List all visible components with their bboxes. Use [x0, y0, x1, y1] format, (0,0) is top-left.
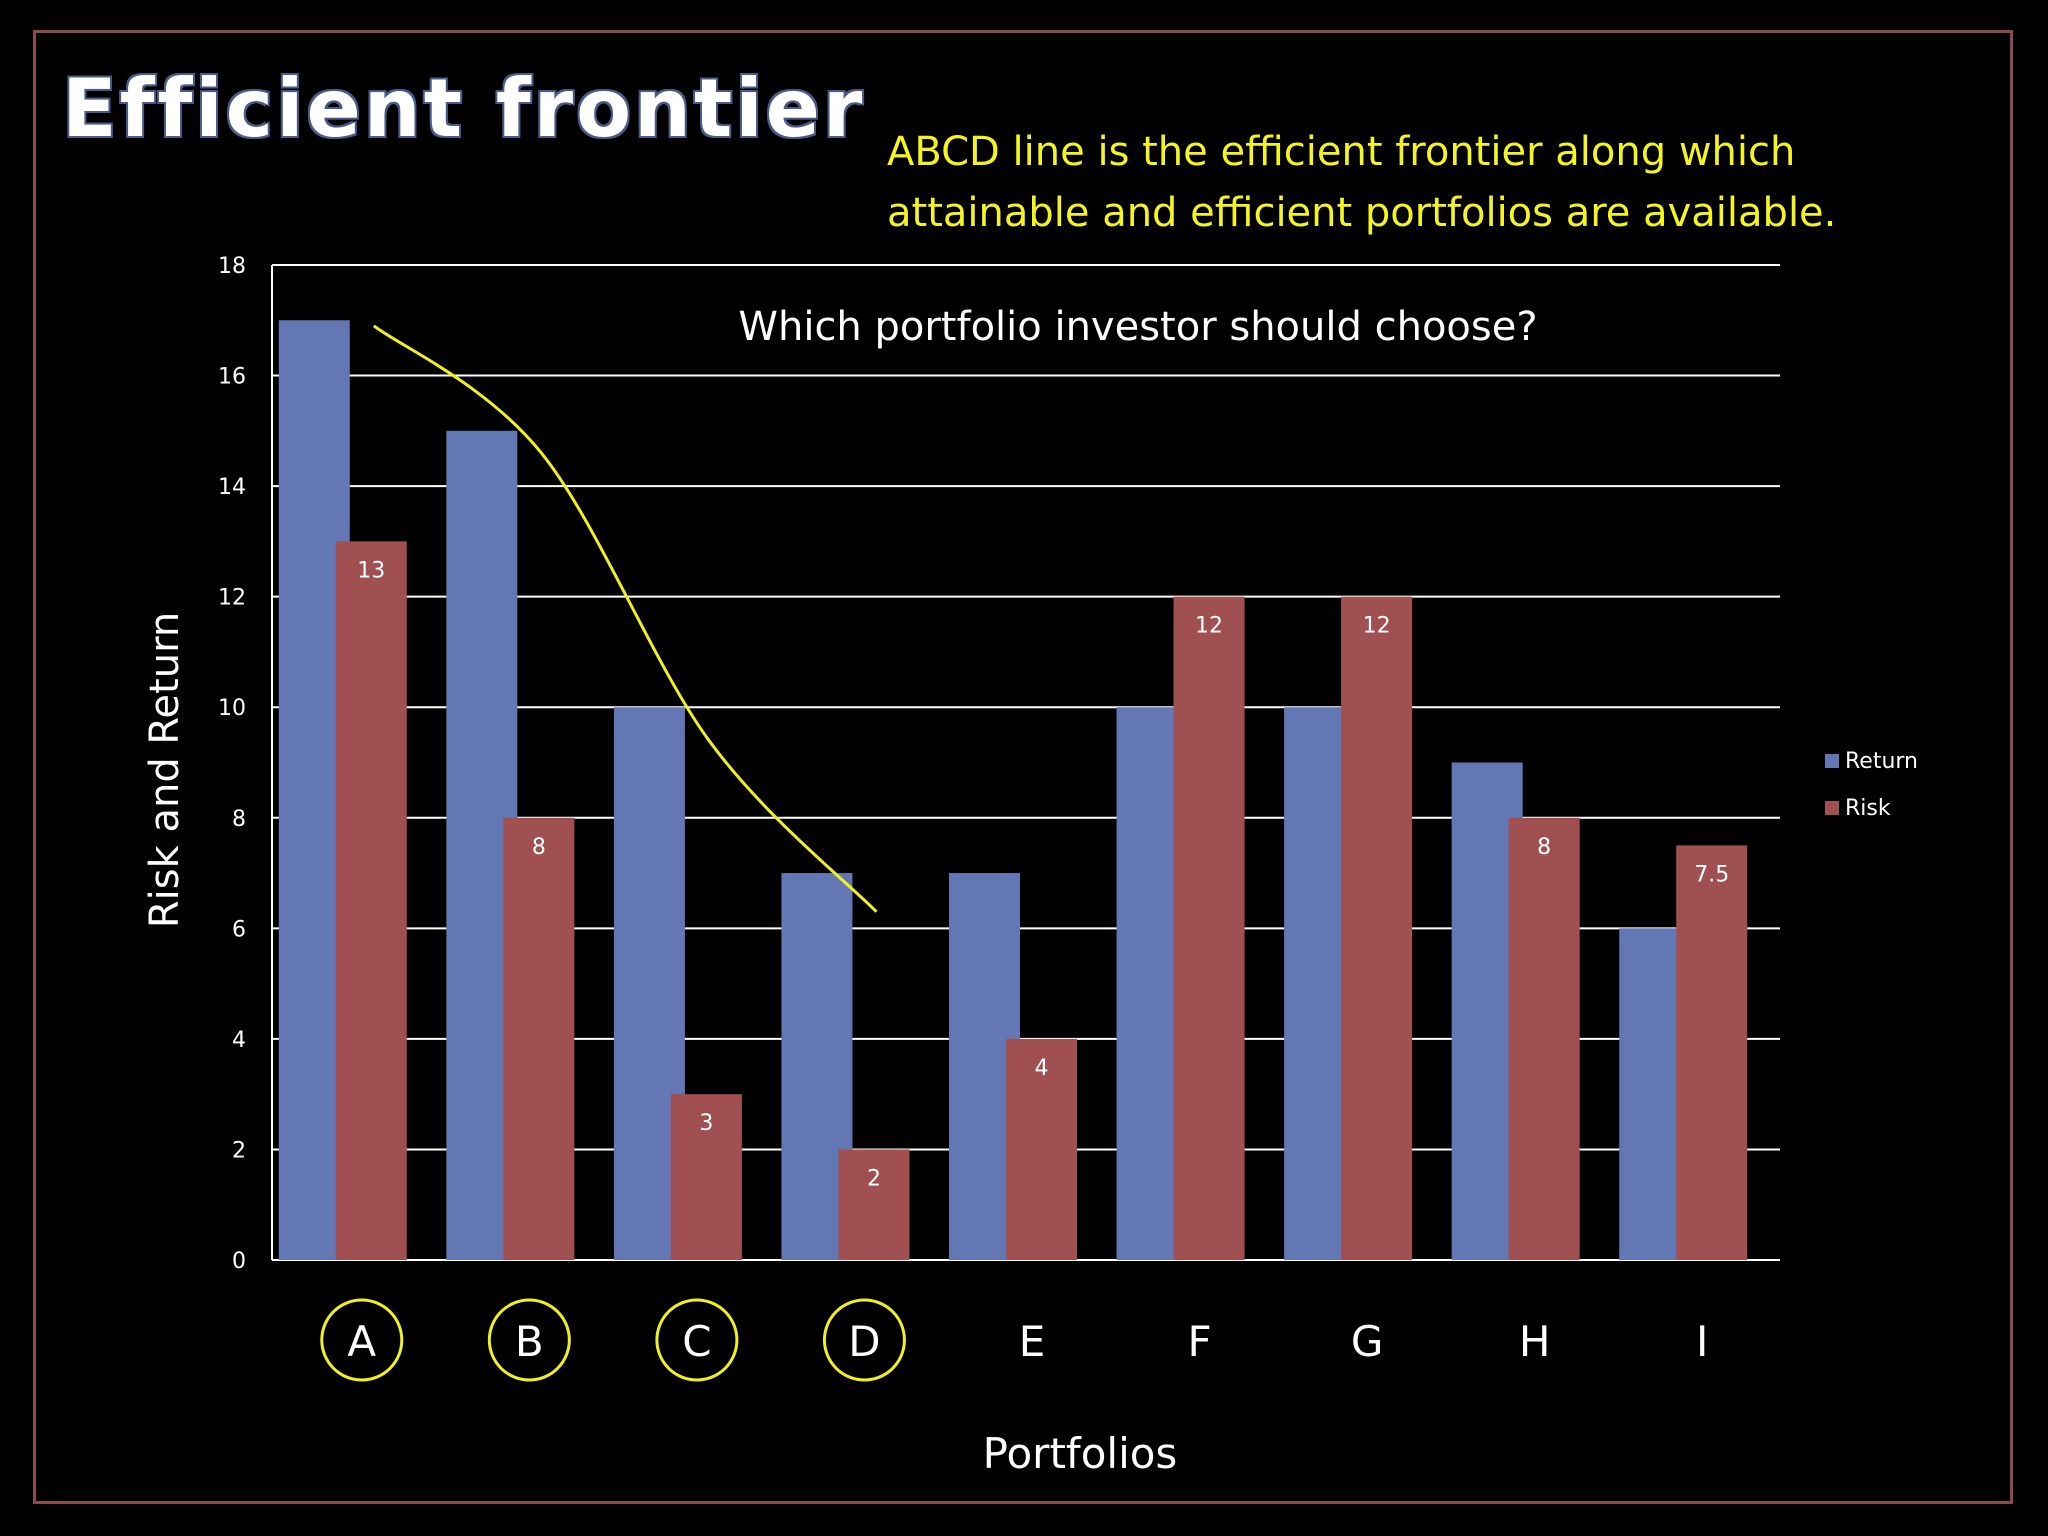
- slide-frame: [33, 30, 2013, 1504]
- x-tick-label-c: C: [682, 1317, 711, 1366]
- x-tick-label-a: A: [347, 1317, 376, 1366]
- risk-data-label: 2: [867, 1166, 881, 1191]
- x-axis-label: Portfolios: [983, 1429, 1178, 1478]
- y-tick-label: 10: [218, 696, 246, 721]
- efficient-frontier-line: [372, 324, 878, 913]
- y-tick-label: 4: [232, 1028, 246, 1053]
- x-tick-label-h: H: [1519, 1317, 1551, 1366]
- category-circle-b: [487, 1298, 571, 1382]
- category-circle-a: [320, 1298, 404, 1382]
- y-tick-label: 8: [232, 807, 246, 832]
- category-circle-d: [822, 1298, 906, 1382]
- y-tick-label: 16: [218, 365, 246, 390]
- frontier-note: ABCD line is the efficient frontier alon…: [887, 129, 1837, 236]
- legend-label-return: Return: [1845, 749, 1918, 774]
- x-tick-label-f: F: [1187, 1317, 1211, 1366]
- x-tick-label-g: G: [1351, 1317, 1384, 1366]
- legend-swatch-return: [1825, 754, 1839, 768]
- x-tick-label-d: D: [848, 1317, 880, 1366]
- risk-data-label: 8: [532, 835, 546, 860]
- y-tick-label: 12: [218, 586, 246, 611]
- y-tick-label: 18: [218, 254, 246, 279]
- x-tick-label-i: I: [1696, 1317, 1708, 1366]
- bar-risk-h: [1508, 817, 1580, 1260]
- legend-label-risk: Risk: [1845, 796, 1891, 821]
- bar-risk-a: [335, 541, 407, 1260]
- risk-data-label: 12: [1363, 614, 1391, 639]
- risk-data-label: 4: [1035, 1056, 1049, 1081]
- x-tick-label-b: B: [515, 1317, 544, 1366]
- y-tick-label: 14: [218, 475, 246, 500]
- bar-risk-d: [838, 1149, 910, 1260]
- legend-swatch-risk: [1825, 801, 1839, 815]
- risk-data-label: 13: [357, 558, 385, 583]
- slide-title: Efficient frontier: [62, 62, 866, 155]
- bar-risk-c: [670, 1094, 742, 1260]
- risk-data-label: 8: [1537, 835, 1551, 860]
- y-tick-label: 6: [232, 917, 246, 942]
- bar-risk-b: [503, 817, 575, 1260]
- bar-risk-i: [1676, 845, 1748, 1260]
- risk-data-label: 12: [1195, 614, 1223, 639]
- y-tick-label: 0: [232, 1249, 246, 1274]
- bar-risk-f: [1173, 596, 1245, 1260]
- risk-data-label: 3: [699, 1111, 713, 1136]
- bar-risk-g: [1341, 596, 1413, 1260]
- y-tick-label: 2: [232, 1138, 246, 1163]
- risk-data-label: 7.5: [1694, 862, 1729, 887]
- chart-title: Which portfolio investor should choose?: [738, 304, 1537, 350]
- y-axis-label: Risk and Return: [142, 612, 188, 928]
- bar-risk-e: [1006, 1038, 1077, 1260]
- x-tick-label-e: E: [1019, 1317, 1046, 1366]
- category-circle-c: [655, 1298, 739, 1382]
